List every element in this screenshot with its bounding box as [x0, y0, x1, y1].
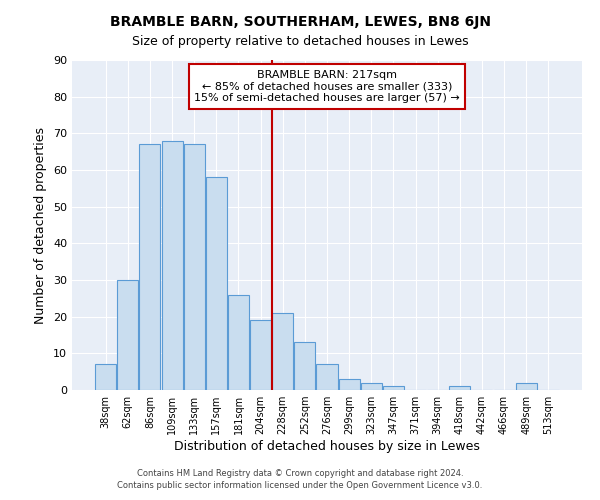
Bar — [295, 342, 316, 390]
Bar — [361, 382, 382, 390]
Text: BRAMBLE BARN: 217sqm
← 85% of detached houses are smaller (333)
15% of semi-deta: BRAMBLE BARN: 217sqm ← 85% of detached h… — [194, 70, 460, 103]
Bar — [228, 294, 249, 390]
Bar — [206, 178, 227, 390]
X-axis label: Distribution of detached houses by size in Lewes: Distribution of detached houses by size … — [174, 440, 480, 453]
Bar — [449, 386, 470, 390]
Bar — [316, 364, 338, 390]
Bar — [250, 320, 271, 390]
Bar — [161, 140, 182, 390]
Text: BRAMBLE BARN, SOUTHERHAM, LEWES, BN8 6JN: BRAMBLE BARN, SOUTHERHAM, LEWES, BN8 6JN — [110, 15, 491, 29]
Bar — [272, 313, 293, 390]
Bar — [338, 379, 359, 390]
Y-axis label: Number of detached properties: Number of detached properties — [34, 126, 47, 324]
Bar — [118, 280, 139, 390]
Bar — [515, 382, 536, 390]
Text: Contains HM Land Registry data © Crown copyright and database right 2024.
Contai: Contains HM Land Registry data © Crown c… — [118, 468, 482, 490]
Bar — [95, 364, 116, 390]
Bar — [139, 144, 160, 390]
Bar — [383, 386, 404, 390]
Bar — [184, 144, 205, 390]
Text: Size of property relative to detached houses in Lewes: Size of property relative to detached ho… — [131, 35, 469, 48]
